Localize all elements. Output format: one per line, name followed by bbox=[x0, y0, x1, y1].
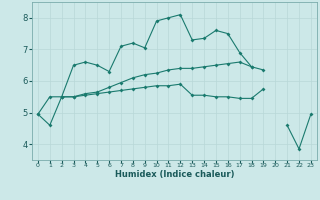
X-axis label: Humidex (Indice chaleur): Humidex (Indice chaleur) bbox=[115, 170, 234, 179]
